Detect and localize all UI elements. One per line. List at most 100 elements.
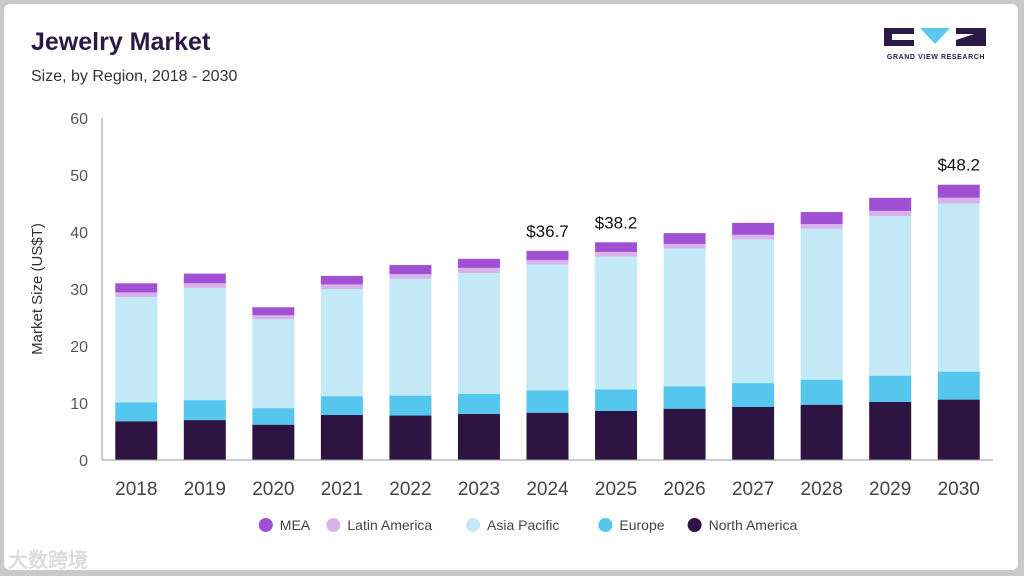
bar-segment-europe — [595, 389, 638, 411]
y-tick-label: 60 — [70, 111, 88, 128]
bar-segment-mea — [937, 184, 980, 198]
bar-segment-mea — [115, 283, 158, 293]
x-tick-label: 2026 — [663, 479, 705, 500]
bar-segment-north-america — [252, 424, 295, 460]
logo-mark-icon — [884, 28, 986, 46]
x-tick-label: 2028 — [801, 479, 843, 500]
bar-segment-latin-america — [800, 224, 843, 229]
bar-segment-mea — [183, 273, 226, 284]
bar-segment-north-america — [183, 420, 226, 460]
bar-segment-europe — [937, 371, 980, 400]
y-tick-label: 20 — [70, 339, 88, 356]
x-tick-label: 2022 — [389, 479, 431, 500]
bar-segment-latin-america — [526, 259, 569, 265]
legend-label: North America — [709, 517, 798, 533]
bar-segment-latin-america — [252, 315, 295, 320]
x-tick-label: 2029 — [869, 479, 911, 500]
bar-segment-asia-pacific — [595, 256, 638, 390]
bar-segment-latin-america — [937, 197, 980, 204]
y-tick-label: 50 — [70, 168, 88, 185]
legend-label: Latin America — [347, 517, 432, 533]
bar-segment-asia-pacific — [457, 273, 500, 394]
bar-segment-mea — [320, 275, 363, 285]
logo-text: GRAND VIEW RESEARCH — [886, 54, 986, 61]
bar-segment-europe — [526, 390, 569, 413]
bar-chart: 0 10 20 30 40 50 60 Market Size (US$T) 2018 2019 2… — [29, 111, 993, 533]
x-tick-label: 2021 — [321, 479, 363, 500]
bar-segment-north-america — [595, 410, 638, 460]
bar-segment-asia-pacific — [252, 319, 295, 409]
legend-swatch — [466, 518, 480, 532]
bar-segment-north-america — [937, 399, 980, 460]
legend-swatch — [258, 518, 273, 532]
x-tick-label: 2024 — [526, 479, 569, 500]
legend-swatch — [326, 518, 341, 532]
y-tick-label: 40 — [70, 225, 88, 242]
bar-segment-north-america — [732, 406, 775, 460]
bar-segment-north-america — [526, 412, 569, 460]
bar-segment-latin-america — [183, 283, 226, 288]
bar-segment-mea — [663, 233, 706, 244]
bar-segment-latin-america — [320, 284, 363, 289]
x-tick-label: 2025 — [595, 479, 637, 500]
bar-segment-latin-america — [663, 243, 706, 249]
bar-segment-mea — [389, 265, 432, 275]
watermark: 大数跨境 — [8, 548, 88, 572]
bar-segment-north-america — [663, 408, 706, 460]
bar-segment-europe — [663, 386, 706, 409]
bar-segment-mea — [526, 250, 569, 260]
bar-segment-asia-pacific — [389, 278, 432, 396]
x-tick-label: 2018 — [115, 479, 157, 500]
bar-segment-asia-pacific — [732, 239, 775, 384]
legend-swatch — [687, 518, 702, 532]
bar-segment-asia-pacific — [937, 203, 980, 372]
legend-label: Asia Pacific — [487, 517, 559, 533]
bar-segment-latin-america — [115, 292, 158, 297]
x-tick-label: 2019 — [184, 479, 226, 500]
bar-segment-europe — [389, 395, 432, 416]
x-tick-label: 2027 — [732, 479, 774, 500]
y-tick-label: 10 — [70, 396, 88, 413]
y-axis-label: Market Size (US$T) — [29, 223, 46, 355]
data-label: $48.2 — [937, 156, 980, 175]
bar-segment-asia-pacific — [663, 248, 706, 387]
bar-segment-asia-pacific — [320, 289, 363, 397]
bar-segment-europe — [800, 379, 843, 405]
bar-segment-asia-pacific — [526, 264, 569, 391]
bar-segment-europe — [183, 400, 226, 421]
bar-segment-mea — [252, 307, 295, 316]
bar-segment-mea — [595, 242, 638, 252]
legend-label: Europe — [619, 517, 664, 533]
bar-segment-mea — [457, 258, 500, 268]
x-tick-label: 2023 — [458, 479, 500, 500]
bar-segment-asia-pacific — [869, 216, 912, 376]
bar-segment-north-america — [457, 413, 500, 460]
bar-segment-latin-america — [595, 251, 638, 257]
x-tick-label: 2020 — [252, 479, 294, 500]
bar-segment-latin-america — [732, 234, 775, 240]
bar-segment-europe — [320, 396, 363, 415]
chart-title: Jewelry Market — [31, 28, 211, 56]
bar-segment-latin-america — [869, 210, 912, 217]
bar-segment-north-america — [320, 414, 363, 460]
bar-segment-latin-america — [389, 274, 432, 279]
bar-segment-asia-pacific — [183, 287, 226, 401]
chart-card: Jewelry Market Size, by Region, 2018 - 2… — [4, 4, 1018, 570]
bar-segment-north-america — [800, 404, 843, 460]
bar-segment-north-america — [389, 415, 432, 460]
legend-label: MEA — [280, 517, 311, 533]
bar-segment-north-america — [869, 401, 912, 460]
legend-swatch — [598, 518, 613, 532]
bar-segment-mea — [800, 212, 843, 225]
bar-segment-latin-america — [457, 267, 500, 274]
bar-segment-north-america — [115, 421, 158, 460]
bar-segment-europe — [252, 408, 295, 425]
data-label: $36.7 — [526, 222, 569, 241]
bar-segment-asia-pacific — [115, 296, 158, 403]
y-tick-label: 30 — [70, 282, 88, 299]
bar-segment-mea — [732, 222, 775, 235]
bar-segment-europe — [115, 402, 158, 422]
y-tick-label: 0 — [79, 453, 88, 470]
chart-subtitle: Size, by Region, 2018 - 2030 — [31, 68, 238, 85]
bar-segment-europe — [457, 393, 500, 414]
